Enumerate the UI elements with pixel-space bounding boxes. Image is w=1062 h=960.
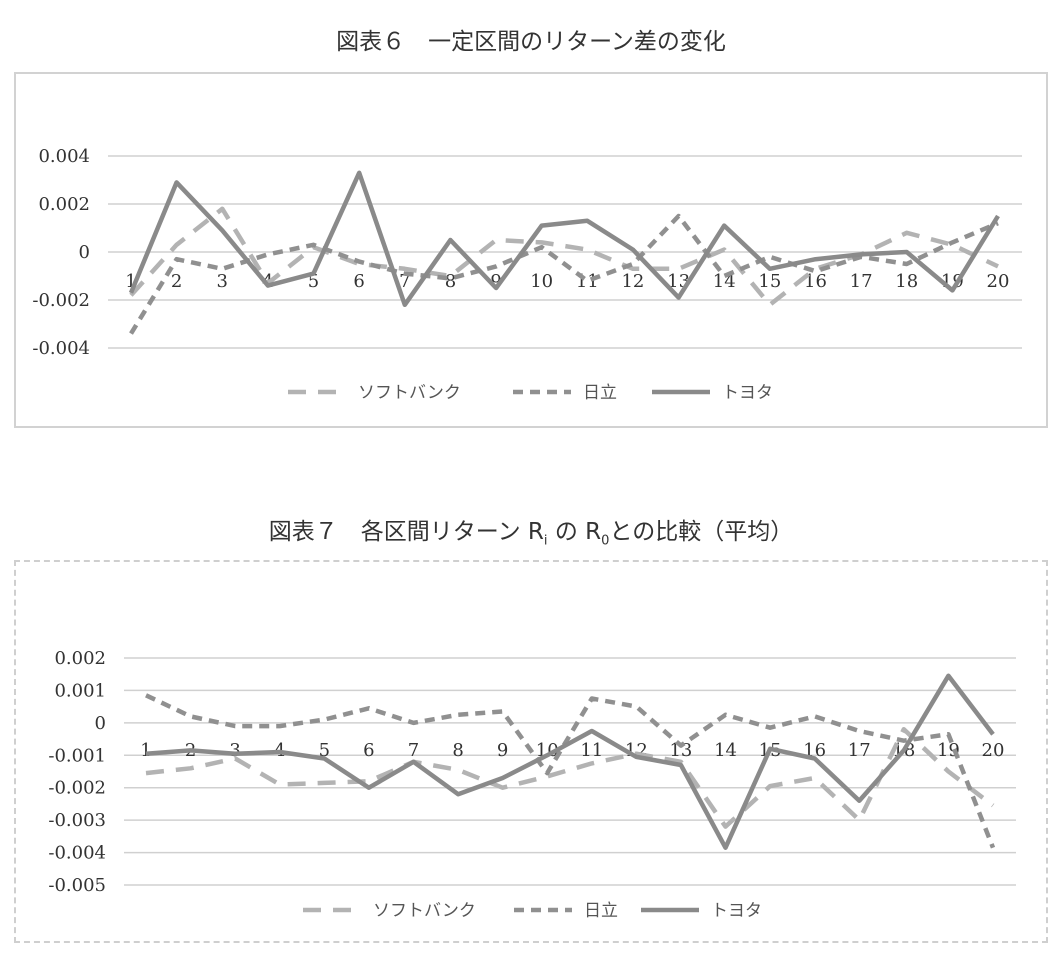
x-tick-label: 10 [530, 271, 553, 292]
legend-label: 日立 [583, 383, 617, 403]
x-tick-label: 11 [580, 740, 603, 761]
x-tick-label: 6 [363, 740, 374, 761]
x-tick-label: 17 [850, 271, 873, 292]
chart-frame-fig7 [14, 560, 1048, 943]
y-tick-label: 0 [95, 713, 106, 734]
x-tick-label: 12 [621, 271, 644, 292]
x-tick-label: 1 [125, 271, 136, 292]
y-tick-label: -0.003 [48, 810, 106, 831]
x-tick-label: 20 [982, 740, 1005, 761]
chart-frame-fig6 [14, 72, 1048, 428]
x-tick-label: 17 [848, 740, 871, 761]
x-tick-label: 18 [895, 271, 918, 292]
y-tick-label: -0.002 [48, 778, 106, 799]
series-line [128, 170, 1000, 308]
legend-label: ソフトバンク [358, 383, 461, 403]
legend-label: トヨタ [722, 383, 773, 403]
x-tick-label: 8 [452, 740, 463, 761]
series-2 [145, 693, 996, 849]
x-tick-label: 5 [319, 740, 330, 761]
y-tick-label: 0.004 [38, 146, 90, 167]
title-subscript-i: i [543, 533, 548, 549]
y-tick-label: -0.002 [32, 290, 90, 311]
legend-label: 日立 [584, 901, 618, 921]
y-tick-label: 0.001 [54, 680, 106, 701]
x-tick-label: 7 [408, 740, 419, 761]
series-2 [129, 213, 999, 335]
chart-title-fig6: 図表６ 一定区間のリターン差の変化 [336, 29, 726, 55]
title-subscript-0: 0 [601, 533, 610, 549]
y-tick-label: -0.004 [32, 338, 90, 359]
legend-label: トヨタ [711, 901, 762, 921]
series-line [129, 213, 999, 335]
x-tick-label: 14 [713, 271, 736, 292]
series-3 [128, 170, 1000, 308]
x-tick-label: 9 [497, 740, 508, 761]
x-tick-label: 3 [217, 271, 228, 292]
x-tick-label: 20 [987, 271, 1010, 292]
title-part: の R [547, 519, 602, 545]
x-tick-label: 5 [308, 271, 319, 292]
x-tick-label: 16 [804, 271, 827, 292]
x-tick-label: 7 [399, 271, 410, 292]
x-tick-label: 15 [758, 271, 781, 292]
y-tick-label: 0.002 [38, 194, 90, 215]
series-3 [145, 673, 995, 850]
x-tick-label: 6 [353, 271, 364, 292]
title-part: との比較（平均） [609, 519, 794, 545]
x-tick-label: 3 [229, 740, 240, 761]
x-tick-label: 19 [937, 740, 960, 761]
y-tick-label: 0 [79, 242, 90, 263]
y-tick-label: -0.001 [48, 745, 106, 766]
y-tick-label: -0.005 [48, 875, 106, 896]
x-tick-label: 14 [714, 740, 737, 761]
legend-label: ソフトバンク [373, 901, 476, 921]
series-line [145, 693, 996, 849]
y-tick-label: -0.004 [48, 843, 106, 864]
chart-title-fig7: 図表７ 各区間リターン Ri の R0との比較（平均） [0, 512, 1062, 549]
x-tick-label: 13 [669, 740, 692, 761]
series-line [145, 673, 995, 850]
x-tick-label: 1 [140, 740, 151, 761]
series-line [145, 727, 995, 829]
y-tick-label: 0.002 [54, 648, 106, 669]
title-part: 図表７ 各区間リターン R [268, 519, 544, 545]
x-tick-label: 9 [490, 271, 501, 292]
x-tick-label: 2 [171, 271, 182, 292]
x-tick-label: 8 [445, 271, 456, 292]
